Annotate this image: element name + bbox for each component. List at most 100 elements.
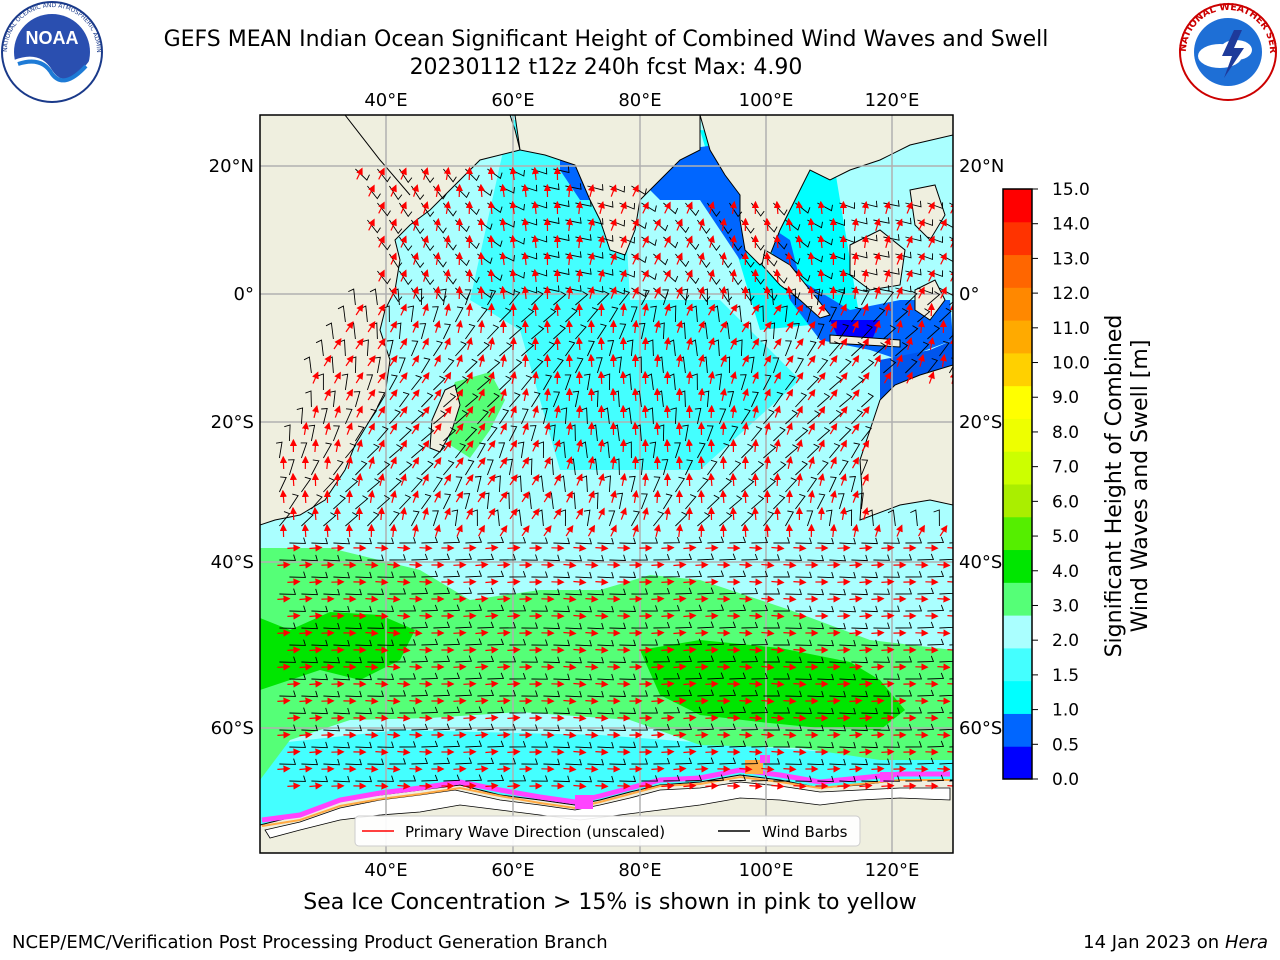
wind-barb [565, 588, 583, 596]
wind-barb [641, 289, 650, 306]
wind-barb [471, 509, 478, 527]
wind-barb [829, 758, 847, 766]
wave-direction-arrow [729, 472, 737, 487]
wave-direction-arrow [509, 371, 517, 384]
wind-barb [521, 758, 539, 765]
wave-direction-arrow [940, 218, 947, 231]
wind-barb [296, 407, 304, 425]
wind-barb [829, 443, 841, 459]
wind-barb [817, 537, 835, 545]
wind-barb [751, 570, 769, 578]
wind-barb [719, 512, 733, 527]
wind-barb [805, 306, 813, 323]
wind-barb [433, 723, 451, 731]
wave-direction-arrow [375, 680, 389, 688]
wave-direction-arrow [663, 303, 671, 316]
wind-barb [795, 707, 813, 714]
wave-direction-arrow [375, 544, 389, 552]
wind-barb [609, 588, 627, 595]
wave-direction-arrow [937, 663, 951, 671]
wave-direction-arrow [653, 320, 661, 333]
wind-barb [531, 290, 544, 306]
wave-direction-arrow [749, 782, 763, 790]
wind-barb [353, 391, 361, 408]
wave-direction-arrow [390, 218, 397, 231]
wave-direction-arrow [695, 629, 709, 637]
wind-barb [311, 605, 329, 613]
wind-barb [575, 537, 593, 545]
wave-zone-1-5m [470, 120, 800, 470]
wave-direction-arrow [653, 353, 662, 368]
wind-barb [443, 604, 461, 612]
wind-barb [455, 655, 473, 663]
wind-barb [553, 673, 571, 681]
wind-barb [861, 425, 872, 442]
wind-barb [575, 639, 593, 647]
wind-barb [887, 509, 896, 527]
wind-barb [587, 758, 605, 766]
wind-barb [905, 707, 923, 714]
wind-barb [817, 673, 835, 681]
wave-direction-arrow [610, 252, 617, 265]
wave-direction-arrow [940, 286, 947, 299]
wind-barb [851, 656, 869, 664]
wave-direction-arrow [729, 303, 738, 316]
wave-direction-arrow [739, 663, 753, 671]
wind-barb [362, 339, 369, 357]
wind-barb [421, 427, 435, 442]
wave-direction-arrow [719, 285, 727, 299]
wind-barb [355, 537, 373, 545]
wind-barb [707, 604, 725, 612]
wind-barb [443, 393, 457, 408]
wave-direction-arrow [453, 731, 467, 739]
wind-barb [785, 724, 803, 731]
legend-wind-label: Wind Barbs [762, 823, 848, 841]
wave-direction-arrow [334, 405, 341, 418]
wave-direction-arrow [355, 338, 364, 350]
wave-direction-arrow [654, 218, 661, 231]
wind-barb [575, 571, 593, 579]
colorbar-tick-label: 12.0 [1052, 284, 1090, 304]
wind-barb [421, 672, 439, 680]
wind-barb [464, 289, 472, 306]
wind-barb [399, 639, 417, 646]
wave-direction-arrow [497, 731, 511, 739]
wind-barb [760, 339, 768, 357]
wind-barb [345, 622, 363, 630]
wave-direction-arrow [409, 561, 423, 569]
wind-barb [795, 392, 808, 408]
wave-direction-arrow [785, 217, 793, 232]
wind-barb [603, 373, 611, 391]
wind-barb [289, 775, 307, 782]
wave-direction-arrow [729, 404, 737, 418]
wind-barb [939, 757, 953, 765]
wind-barb [575, 741, 593, 749]
colorbar-tick-label: 5.0 [1052, 527, 1079, 547]
wave-direction-arrow [565, 353, 573, 368]
wind-barb [279, 622, 297, 629]
wave-direction-arrow [443, 371, 452, 384]
wind-barb [691, 373, 698, 391]
wind-barb [697, 689, 715, 697]
wind-barb [487, 289, 497, 306]
wave-direction-arrow [695, 731, 709, 739]
wave-direction-arrow [840, 303, 847, 316]
wind-barb [455, 689, 473, 697]
wave-direction-arrow [521, 387, 529, 402]
wave-direction-arrow [793, 544, 807, 552]
wind-barb [719, 621, 737, 629]
wind-barb [367, 408, 378, 425]
wind-barb [584, 373, 591, 391]
wave-direction-arrow [287, 578, 301, 586]
wind-barb [662, 289, 670, 306]
wind-barb [675, 476, 686, 493]
wind-barb [839, 605, 857, 613]
wind-barb [883, 571, 901, 578]
wind-barb [411, 374, 423, 391]
wave-direction-arrow [773, 234, 781, 249]
wind-barb [829, 588, 847, 596]
wind-barb [817, 741, 835, 749]
wind-barb [719, 689, 737, 697]
wind-barb [508, 425, 518, 442]
wave-direction-arrow [585, 595, 599, 603]
